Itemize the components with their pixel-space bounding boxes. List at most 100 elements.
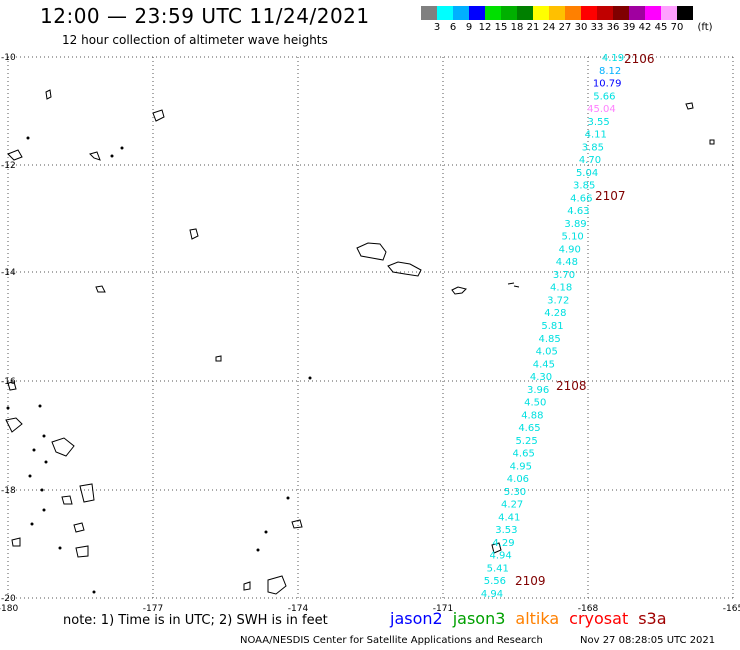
- lon-tick-label: -171: [433, 604, 453, 614]
- swh-value: 5.81: [541, 321, 563, 332]
- color-swatch: [565, 6, 581, 20]
- island-tutuila: [451, 286, 467, 295]
- swh-value: 4.85: [538, 334, 560, 345]
- island-savaii: [356, 242, 387, 261]
- color-scale-label: 9: [465, 22, 473, 33]
- island-fiji-e: [61, 495, 73, 505]
- swh-value: 4.05: [536, 347, 558, 358]
- swh-value: 4.28: [544, 308, 566, 319]
- island-futuna: [95, 285, 106, 293]
- island-fiji-b: [5, 417, 23, 433]
- swh-value: 3.89: [564, 219, 586, 230]
- swh-value: 4.63: [567, 206, 589, 217]
- island-fiji-a: [7, 381, 17, 391]
- legend-satellite-cryosat: cryosat: [569, 609, 629, 628]
- swh-color-scale: [421, 6, 693, 20]
- lon-tick-label: -174: [288, 604, 309, 614]
- swh-value: 4.65: [513, 449, 535, 460]
- swh-value: 5.66: [593, 91, 615, 102]
- color-swatch: [645, 6, 661, 20]
- swh-value: 4.41: [498, 512, 520, 523]
- lat-tick-label: -20: [1, 594, 16, 604]
- swh-value: 3.53: [495, 525, 517, 536]
- color-swatch: [533, 6, 549, 20]
- color-scale-label: 70: [670, 22, 684, 33]
- longitude-labels: -180 -177 -174 -171 -168 -165: [0, 604, 740, 614]
- swh-value: 4.11: [585, 130, 607, 141]
- swh-value: 3.55: [587, 117, 609, 128]
- color-swatch: [501, 6, 517, 20]
- swh-color-scale-labels: 3 6 9 12 15 18 21 24 27 30 33 36 39 42 45 70 (ft): [421, 22, 740, 36]
- lon-tick-label: -168: [578, 604, 599, 614]
- swh-value: 10.79: [593, 79, 622, 90]
- island-wallis: [189, 228, 199, 240]
- color-scale-label: 36: [606, 22, 620, 33]
- track-time-label: 2109: [515, 574, 546, 588]
- island-upolu: [387, 261, 422, 277]
- swh-value: 8.12: [599, 66, 621, 77]
- color-scale-label: 18: [510, 22, 524, 33]
- color-scale-label: 24: [542, 22, 556, 33]
- swh-value: 5.30: [504, 487, 526, 498]
- swh-value: 4.90: [559, 244, 581, 255]
- lat-tick-label: -14: [1, 268, 16, 278]
- color-swatch: [597, 6, 613, 20]
- footer-timestamp: Nov 27 08:28:05 UTC 2021: [580, 635, 716, 646]
- color-scale-label: 15: [494, 22, 508, 33]
- swh-value: 4.19: [602, 53, 624, 64]
- color-scale-label: 33: [590, 22, 604, 33]
- island-track-crossing: [491, 542, 502, 554]
- island-small-a: [45, 89, 52, 100]
- color-swatch: [517, 6, 533, 20]
- lon-tick-label: -177: [143, 604, 163, 614]
- lon-tick-label: -180: [0, 604, 18, 614]
- swh-value: 4.65: [518, 423, 540, 434]
- color-scale-label: 21: [526, 22, 540, 33]
- satellite-legend: jason2 jason3 altika cryosat s3a: [390, 609, 677, 628]
- swh-value: 5.56: [484, 576, 506, 587]
- color-scale-label: 3: [433, 22, 441, 33]
- swh-value: 4.88: [521, 410, 543, 421]
- track-time-label: 2106: [624, 52, 655, 66]
- track-time-labels: 2106 2107 2108 2109: [515, 52, 655, 588]
- swh-value: 4.94: [481, 589, 503, 600]
- color-swatch: [661, 6, 677, 20]
- island-fiji-k: [243, 581, 251, 591]
- legend-satellite-jason3: jason3: [452, 609, 506, 628]
- color-swatch: [629, 6, 645, 20]
- units-note: note: 1) Time is in UTC; 2) SWH is in fe…: [63, 613, 328, 628]
- color-scale-label: 45: [654, 22, 668, 33]
- map-title: 12:00 — 23:59 UTC 11/24/2021: [40, 4, 370, 28]
- swh-value: 5.04: [576, 168, 598, 179]
- color-scale-label: 30: [574, 22, 588, 33]
- color-scale-unit: (ft): [697, 22, 713, 33]
- altimeter-track-values: 4.198.1210.795.6645.043.554.113.854.705.…: [481, 53, 624, 600]
- swh-value: 4.27: [501, 500, 523, 511]
- lat-tick-label: -10: [1, 53, 16, 63]
- island-small-g: [709, 139, 715, 145]
- island-small-b: [152, 109, 165, 122]
- island-small-e: [215, 355, 222, 362]
- swh-value: 45.04: [587, 104, 616, 115]
- swh-value: 4.06: [507, 474, 529, 485]
- color-swatch: [469, 6, 485, 20]
- track-time-label: 2108: [556, 379, 587, 393]
- island-fiji-c: [51, 437, 75, 457]
- legend-satellite-jason2: jason2: [390, 609, 443, 628]
- color-swatch: [485, 6, 501, 20]
- swh-value: 4.66: [570, 193, 592, 204]
- lat-tick-label: -16: [1, 377, 16, 387]
- lat-lon-grid: [7, 56, 734, 599]
- swh-value: 4.50: [524, 398, 546, 409]
- island-fiji-j: [267, 575, 287, 595]
- swh-value: 4.70: [579, 155, 601, 166]
- footer-credit: NOAA/NESDIS Center for Satellite Applica…: [240, 635, 543, 646]
- swh-value: 3.96: [527, 385, 549, 396]
- island-fiji-d: [79, 483, 95, 503]
- island-small-d: [7, 149, 23, 161]
- island-small-c: [89, 151, 101, 161]
- lat-tick-label: -18: [1, 486, 16, 496]
- small-islets: [6, 136, 312, 594]
- color-scale-label: 39: [622, 22, 636, 33]
